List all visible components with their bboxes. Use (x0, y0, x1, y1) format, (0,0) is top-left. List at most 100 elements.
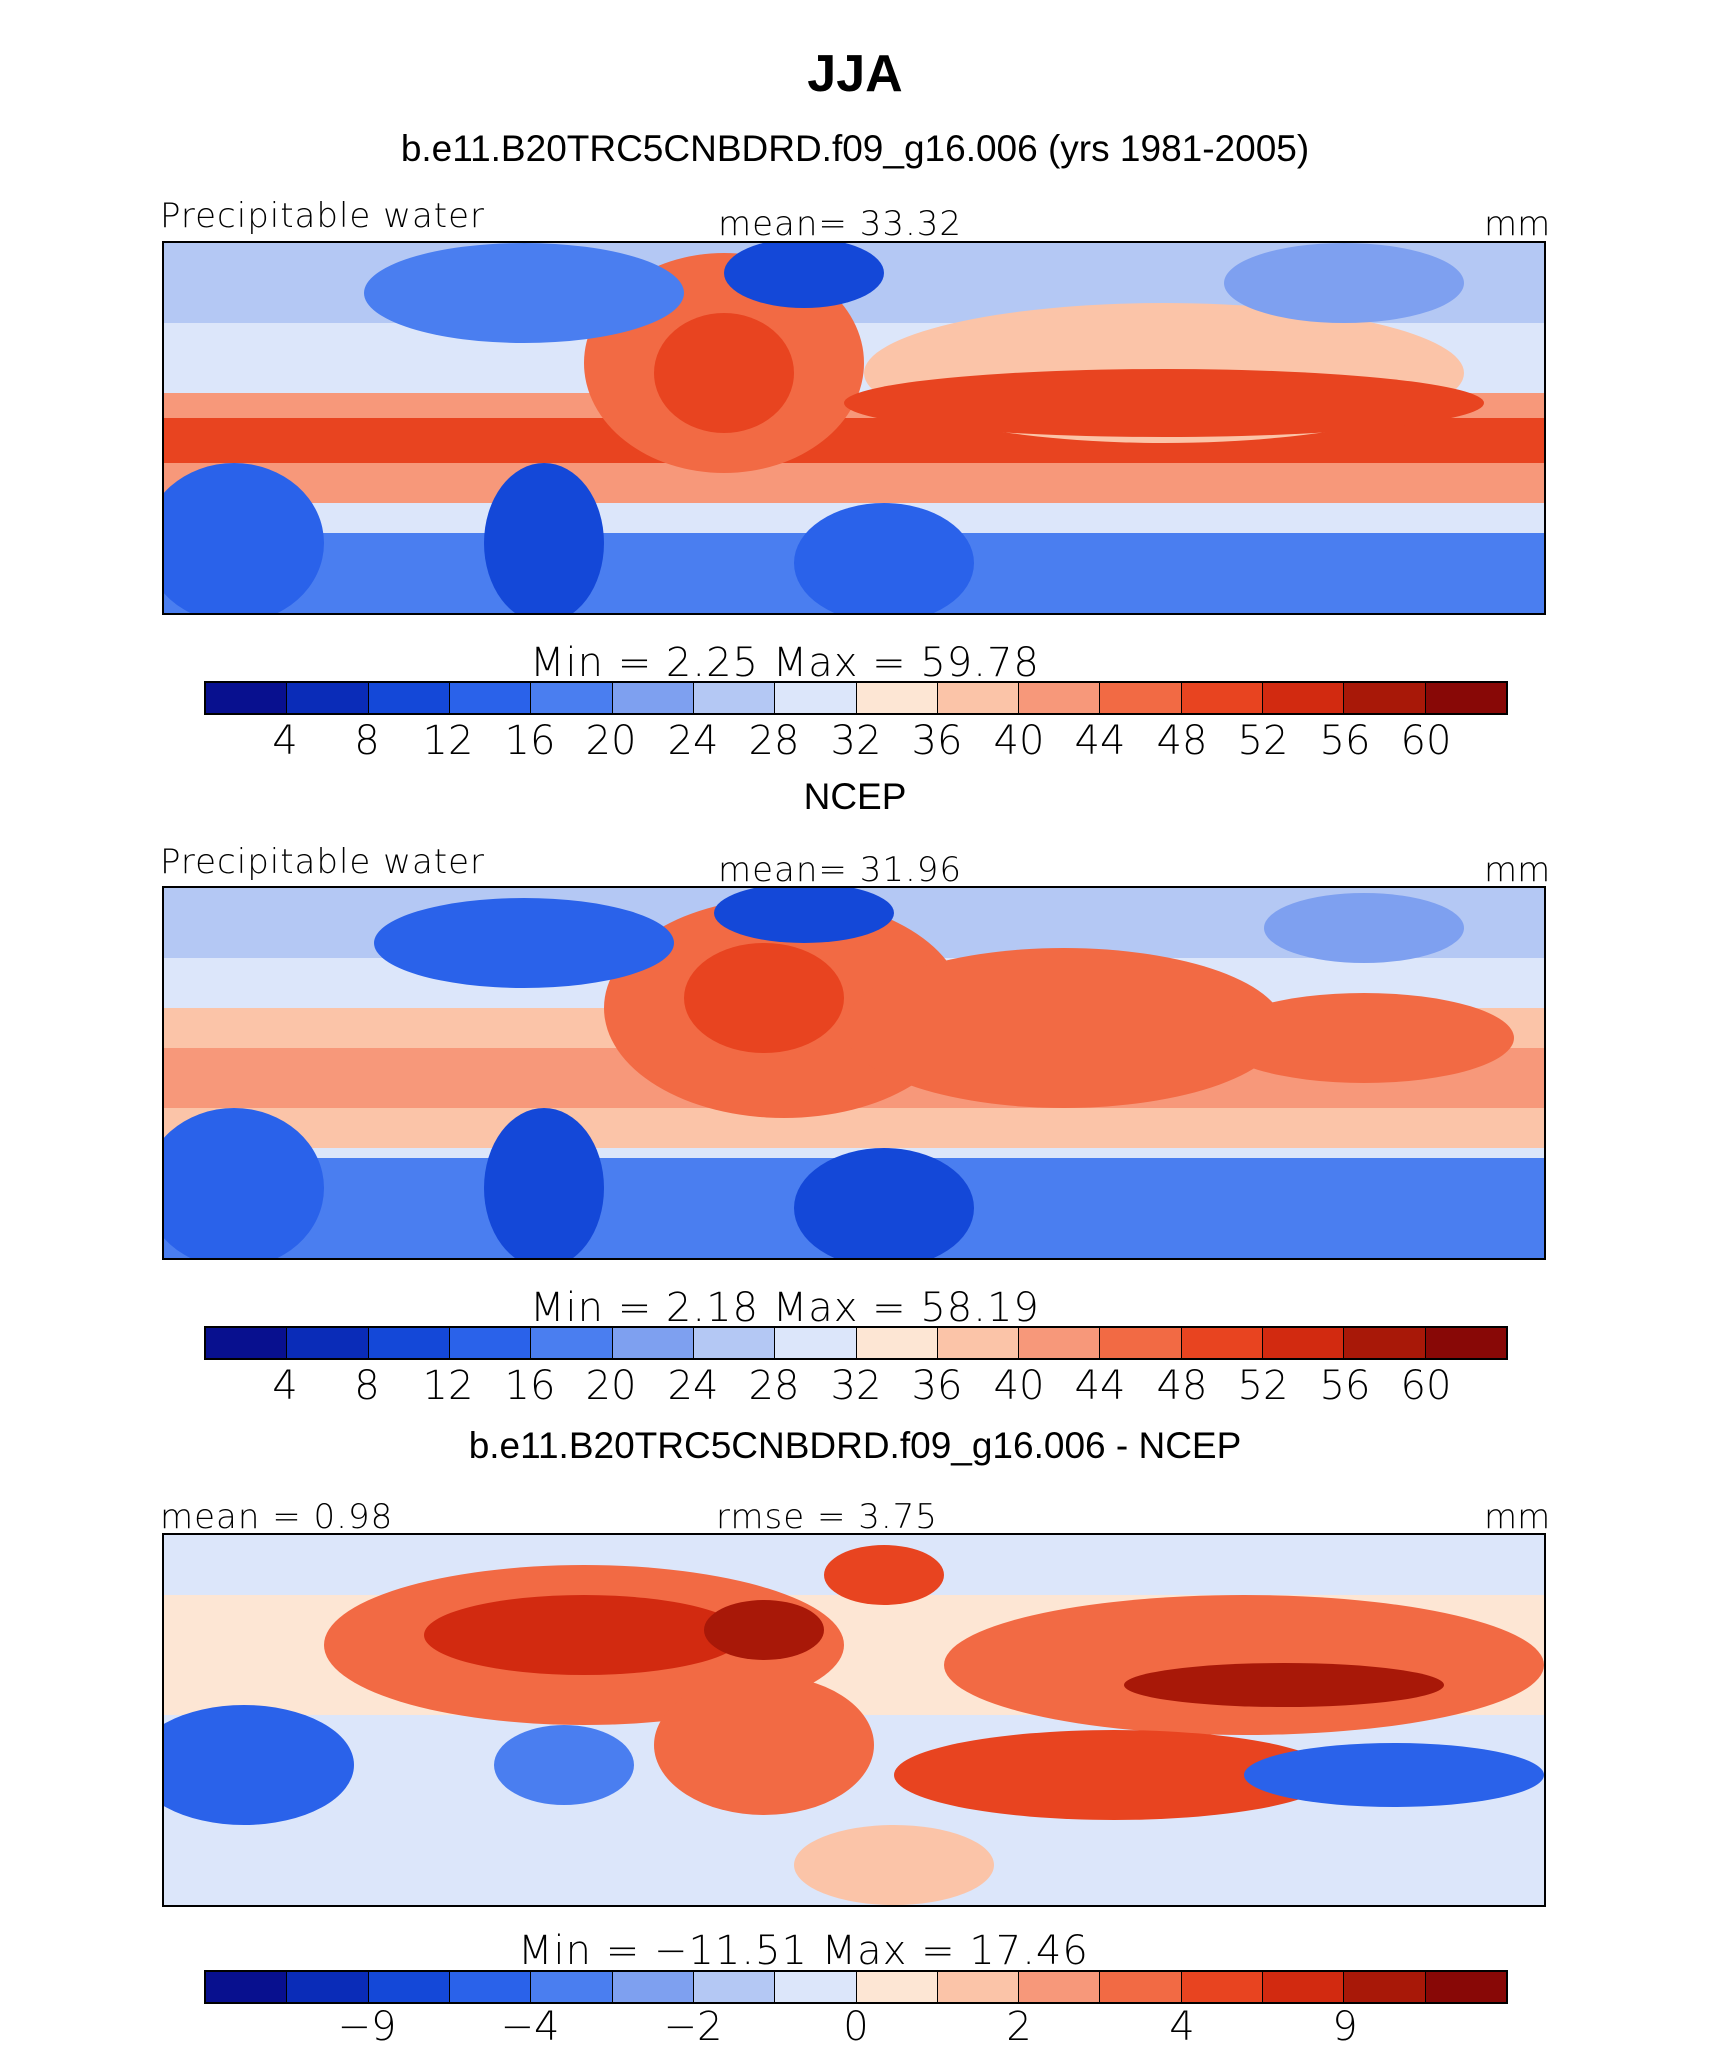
panel-2-colorbar-tick: 56 (1319, 1363, 1371, 1409)
panel-1-map (162, 241, 1546, 615)
panel-2-map-svg (164, 888, 1544, 1258)
colorbar-swatch (1425, 1972, 1506, 2002)
panel-1-colorbar-tick: 48 (1156, 718, 1208, 764)
panel-1-colorbar-tick: 40 (993, 718, 1045, 764)
colorbar-swatch (1344, 1328, 1426, 1358)
panel-2-colorbar-tick: 4 (272, 1363, 298, 1409)
panel-1-colorbar-tick: 8 (354, 718, 380, 764)
colorbar-swatch (775, 1328, 857, 1358)
colorbar-swatch (1263, 683, 1345, 713)
panel-3-colorbar-tick: −4 (500, 2004, 560, 2050)
panel-1-variable-label: Precipitable water (160, 196, 486, 236)
panel-2-title: NCEP (803, 776, 907, 817)
colorbar-swatch (287, 1328, 369, 1358)
colorbar-swatch (612, 1972, 694, 2002)
panel-1-min-max: Min = 2.25 Max = 59.78 (530, 640, 1040, 686)
panel-3-title: b.e11.B20TRC5CNBDRD.f09_g16.006 - NCEP (468, 1425, 1242, 1466)
panel-1-colorbar-tick: 44 (1074, 718, 1126, 764)
colorbar-swatch (1100, 1328, 1182, 1358)
colorbar-swatch (206, 1328, 288, 1358)
panel-3-mean-label: mean = 0.98 (160, 1497, 394, 1537)
panel-3-colorbar-tick: −9 (337, 2004, 397, 2050)
colorbar-swatch (206, 683, 288, 713)
colorbar-swatch (937, 1972, 1020, 2002)
panel-2-colorbar (204, 1326, 1508, 1360)
colorbar-swatch (1344, 1972, 1426, 2002)
panel-3-map (162, 1533, 1546, 1907)
colorbar-swatch (1100, 683, 1182, 713)
panel-2-colorbar-tick: 20 (585, 1363, 637, 1409)
colorbar-swatch (287, 1972, 369, 2002)
panel-2-map (162, 886, 1546, 1260)
panel-1-colorbar-tick: 52 (1237, 718, 1289, 764)
panel-2-colorbar-tick: 24 (667, 1363, 719, 1409)
colorbar-swatch (449, 683, 532, 713)
panel-3-colorbar-tick: −2 (663, 2004, 723, 2050)
colorbar-swatch (1019, 683, 1101, 713)
panel-1-colorbar-tick: 16 (504, 718, 556, 764)
panel-2-min-max: Min = 2.18 Max = 58.19 (530, 1285, 1040, 1331)
panel-2-mean-label: mean= 31.96 (718, 850, 963, 890)
panel-3-colorbar-tick: 2 (1006, 2004, 1032, 2050)
panel-2-colorbar-tick: 8 (354, 1363, 380, 1409)
panel-1-title: b.e11.B20TRC5CNBDRD.f09_g16.006 (yrs 198… (400, 128, 1310, 169)
colorbar-swatch (1019, 1328, 1101, 1358)
panel-1-colorbar-tick: 12 (422, 718, 474, 764)
colorbar-swatch (368, 683, 450, 713)
panel-2-colorbar-tick: 16 (504, 1363, 556, 1409)
colorbar-swatch (775, 683, 857, 713)
colorbar-swatch (531, 1972, 613, 2002)
colorbar-swatch (1181, 1328, 1264, 1358)
panel-2-colorbar-tick: 32 (830, 1363, 882, 1409)
panel-3-min-max: Min = −11.51 Max = 17.46 (518, 1928, 1089, 1974)
panel-1-colorbar-tick: 32 (830, 718, 882, 764)
colorbar-swatch (612, 1328, 694, 1358)
colorbar-swatch (775, 1972, 857, 2002)
panel-2-colorbar-tick: 48 (1156, 1363, 1208, 1409)
colorbar-swatch (856, 1972, 938, 2002)
panel-1-mean-label: mean= 33.32 (718, 204, 963, 244)
colorbar-swatch (206, 1972, 288, 2002)
panel-2-colorbar-tick: 60 (1400, 1363, 1452, 1409)
colorbar-swatch (449, 1328, 532, 1358)
colorbar-swatch (693, 1972, 776, 2002)
colorbar-swatch (1425, 683, 1506, 713)
panel-3-colorbar-tick: 4 (1169, 2004, 1195, 2050)
panel-3-colorbar-tick: 9 (1332, 2004, 1358, 2050)
colorbar-swatch (693, 1328, 776, 1358)
colorbar-swatch (368, 1972, 450, 2002)
colorbar-swatch (693, 683, 776, 713)
panel-2-colorbar-tick: 36 (911, 1363, 963, 1409)
panel-1-units-label: mm (1484, 204, 1551, 244)
panel-1-colorbar-tick: 56 (1319, 718, 1371, 764)
panel-3-colorbar-tick: 0 (843, 2004, 869, 2050)
panel-1-colorbar-tick: 20 (585, 718, 637, 764)
panel-1-map-svg (164, 243, 1544, 613)
panel-1-colorbar-tick: 24 (667, 718, 719, 764)
panel-1-colorbar (204, 681, 1508, 715)
colorbar-swatch (1181, 683, 1264, 713)
panel-2-colorbar-tick: 40 (993, 1363, 1045, 1409)
panel-3-colorbar (204, 1970, 1508, 2004)
colorbar-swatch (531, 1328, 613, 1358)
colorbar-swatch (449, 1972, 532, 2002)
panel-2-colorbar-tick: 44 (1074, 1363, 1126, 1409)
colorbar-swatch (1344, 683, 1426, 713)
colorbar-swatch (856, 683, 938, 713)
panel-2-variable-label: Precipitable water (160, 842, 486, 882)
colorbar-swatch (368, 1328, 450, 1358)
panel-2-units-label: mm (1484, 850, 1551, 890)
panel-2-colorbar-tick: 28 (748, 1363, 800, 1409)
colorbar-swatch (1100, 1972, 1182, 2002)
colorbar-swatch (937, 1328, 1020, 1358)
panel-1-colorbar-tick: 60 (1400, 718, 1452, 764)
colorbar-swatch (1181, 1972, 1264, 2002)
colorbar-swatch (1019, 1972, 1101, 2002)
colorbar-swatch (856, 1328, 938, 1358)
colorbar-swatch (1263, 1328, 1345, 1358)
panel-1-colorbar-tick: 36 (911, 718, 963, 764)
panel-3-units-label: mm (1484, 1497, 1551, 1537)
panel-2-colorbar-tick: 12 (422, 1363, 474, 1409)
colorbar-swatch (287, 683, 369, 713)
colorbar-swatch (1425, 1328, 1506, 1358)
